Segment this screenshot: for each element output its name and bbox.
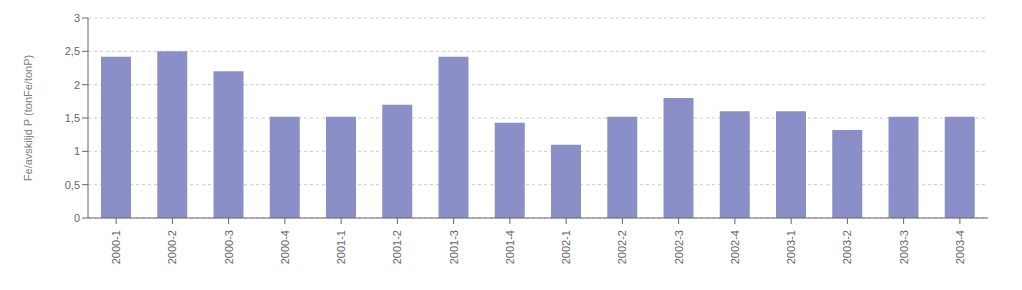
svg-text:3: 3	[74, 12, 80, 24]
svg-text:2003-2: 2003-2	[841, 230, 853, 264]
svg-text:Fe/avskiljd P (tonFe/tonP): Fe/avskiljd P (tonFe/tonP)	[22, 55, 34, 181]
svg-text:2002-4: 2002-4	[729, 230, 741, 264]
svg-text:2000-4: 2000-4	[279, 230, 291, 264]
svg-text:1: 1	[74, 145, 80, 157]
svg-text:2001-3: 2001-3	[448, 230, 460, 264]
svg-text:2000-2: 2000-2	[166, 230, 178, 264]
svg-text:0,5: 0,5	[65, 179, 80, 191]
svg-text:2002-2: 2002-2	[616, 230, 628, 264]
svg-text:2001-4: 2001-4	[504, 230, 516, 264]
svg-text:2003-1: 2003-1	[785, 230, 797, 264]
svg-text:2: 2	[74, 79, 80, 91]
svg-text:2001-2: 2001-2	[391, 230, 403, 264]
svg-text:0: 0	[74, 212, 80, 224]
svg-text:2001-1: 2001-1	[335, 230, 347, 264]
svg-text:2002-1: 2002-1	[560, 230, 572, 264]
svg-text:2002-3: 2002-3	[673, 230, 685, 264]
svg-text:2003-4: 2003-4	[954, 230, 966, 264]
svg-text:1,5: 1,5	[65, 112, 80, 124]
svg-text:2,5: 2,5	[65, 45, 80, 57]
svg-text:2000-3: 2000-3	[223, 230, 235, 264]
svg-text:2000-1: 2000-1	[110, 230, 122, 264]
svg-text:2003-3: 2003-3	[898, 230, 910, 264]
